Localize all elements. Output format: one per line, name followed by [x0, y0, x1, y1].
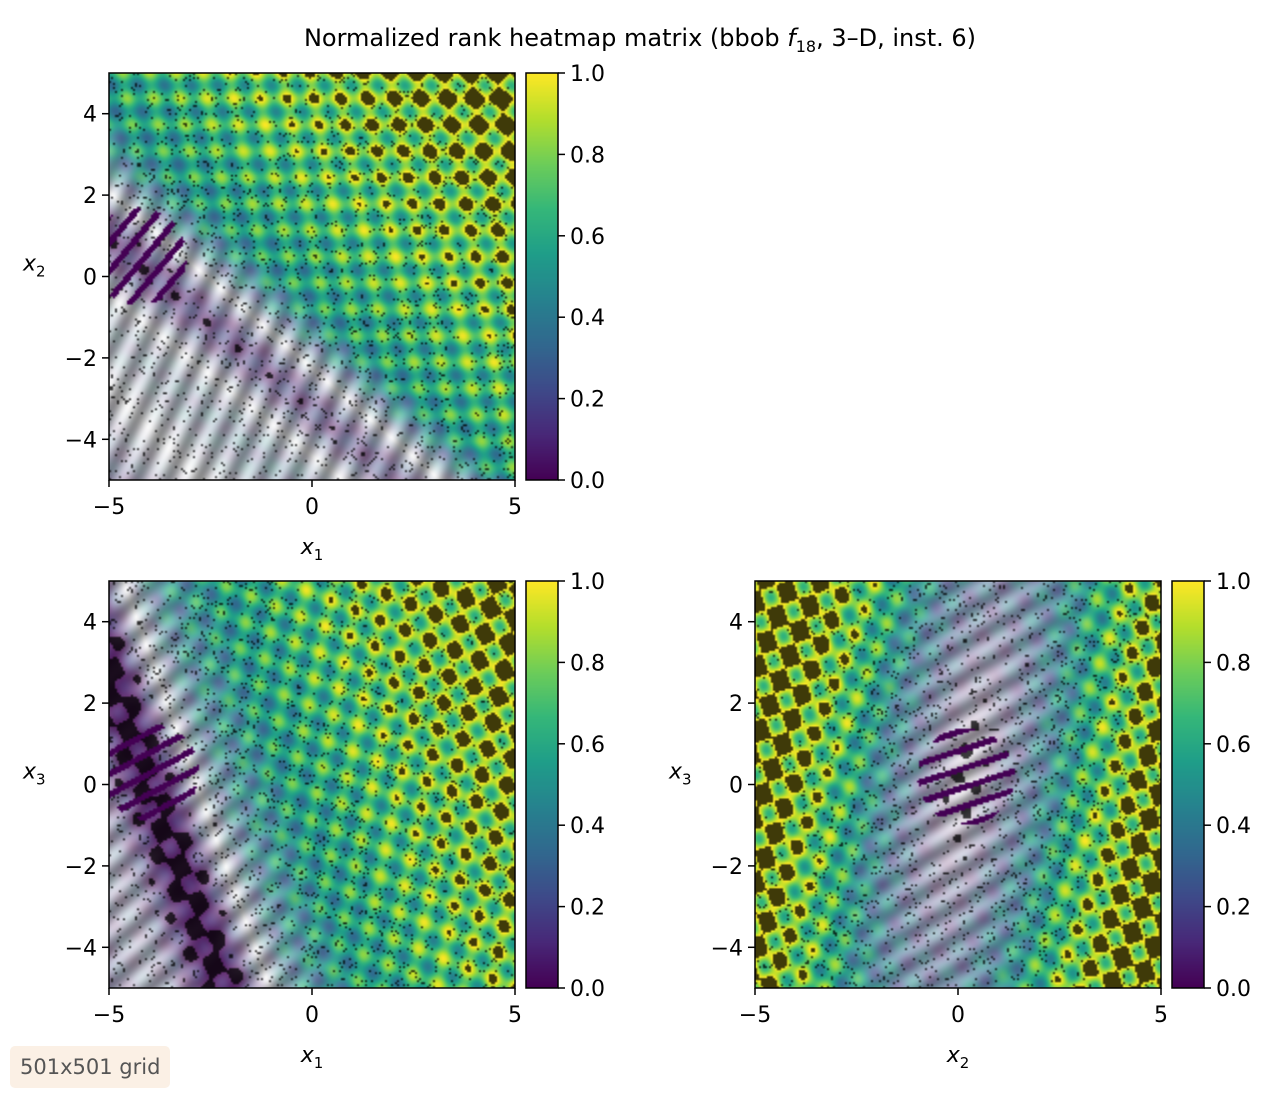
grid-size-badge: 501x501 grid: [10, 1046, 171, 1088]
heatmap-image: [109, 73, 515, 480]
y-axis-label: x3: [668, 760, 692, 789]
colorbar-frame: [1171, 580, 1205, 989]
colorbar-tick-label: 0.0: [570, 469, 605, 494]
colorbar-tick-label: 0.6: [570, 733, 605, 758]
colorbar-tick-label: 0.8: [570, 143, 605, 168]
x-axis-label: x2: [946, 1043, 970, 1072]
x-tick-label: 5: [1154, 1003, 1168, 1028]
colorbar-tick-label: 1.0: [570, 62, 605, 87]
colorbar-gradient: [526, 581, 558, 988]
y-tick-label: 0: [83, 266, 97, 291]
y-tick-label: 2: [83, 184, 97, 209]
y-tick-label: −2: [711, 855, 743, 880]
heatmap-image: [755, 581, 1161, 988]
colorbar-gradient: [526, 73, 558, 480]
y-tick-label: 4: [83, 103, 97, 128]
x-tick-label: −5: [739, 1003, 771, 1028]
y-tick-label: −2: [65, 855, 97, 880]
colorbar-tick-label: 0.4: [570, 814, 605, 839]
colorbar-tick-label: 0.8: [1216, 651, 1251, 676]
colorbar-tick-label: 1.0: [1216, 570, 1251, 595]
heatmap-panel-x2-x3: −5 0 5 −4 −2 0 2 4 x2 x3 0.0 0.2 0.4 0.6 0.8 1.0: [668, 570, 1251, 1072]
colorbar-frame: [525, 72, 559, 481]
colorbar: 0.0 0.2 0.4 0.6 0.8 1.0: [525, 62, 605, 494]
x-tick-label: −5: [93, 495, 125, 520]
heatmap-panel-x1-x2: −5 0 5 −4 −2 0 2 4 x1 x2 0.0 0.2 0.4 0.6 0.8 1.0: [22, 62, 605, 564]
y-axis-label: x3: [22, 760, 46, 789]
heatmap-panel-x1-x3: −5 0 5 −4 −2 0 2 4 x1 x3 0.0 0.2 0.4 0.6 0.8 1.0: [22, 570, 605, 1072]
x-axis-label: x1: [300, 535, 324, 564]
y-tick-label: −4: [65, 936, 97, 961]
colorbar-tick-label: 0.2: [570, 896, 605, 921]
y-tick-label: 4: [83, 611, 97, 636]
x-tick-label: −5: [93, 1003, 125, 1028]
colorbar: 0.0 0.2 0.4 0.6 0.8 1.0: [525, 570, 605, 1002]
y-axis-label: x2: [22, 252, 46, 281]
colorbar-tick-label: 0.2: [570, 388, 605, 413]
x-tick-label: 0: [951, 1003, 965, 1028]
colorbar-tick-label: 0.2: [1216, 896, 1251, 921]
x-tick-label: 0: [305, 495, 319, 520]
y-tick-label: −4: [711, 936, 743, 961]
colorbar-tick-label: 0.0: [1216, 977, 1251, 1002]
y-tick-label: −2: [65, 347, 97, 372]
y-tick-label: 4: [729, 611, 743, 636]
colorbar-gradient: [1172, 581, 1204, 988]
colorbar-tick-label: 0.8: [570, 651, 605, 676]
colorbar-frame: [525, 580, 559, 989]
colorbar-tick-label: 0.6: [570, 225, 605, 250]
colorbar-tick-label: 0.4: [1216, 814, 1251, 839]
y-tick-label: 2: [83, 692, 97, 717]
y-tick-label: 2: [729, 692, 743, 717]
x-axis-label: x1: [300, 1043, 324, 1072]
y-tick-label: 0: [83, 774, 97, 799]
y-tick-label: −4: [65, 428, 97, 453]
colorbar-tick-label: 1.0: [570, 570, 605, 595]
x-tick-label: 5: [508, 495, 522, 520]
colorbar-tick-label: 0.6: [1216, 733, 1251, 758]
colorbar: 0.0 0.2 0.4 0.6 0.8 1.0: [1171, 570, 1251, 1002]
figure-title: Normalized rank heatmap matrix (bbob f18…: [304, 24, 976, 56]
x-tick-label: 5: [508, 1003, 522, 1028]
colorbar-tick-label: 0.0: [570, 977, 605, 1002]
y-tick-label: 0: [729, 774, 743, 799]
colorbar-tick-label: 0.4: [570, 306, 605, 331]
x-tick-label: 0: [305, 1003, 319, 1028]
heatmap-image: [109, 581, 515, 988]
